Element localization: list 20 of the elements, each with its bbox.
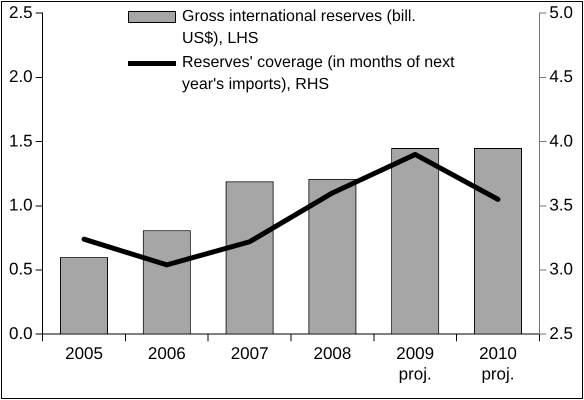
x-tick-label: 2006 — [148, 344, 186, 364]
y2-tick-label: 4.5 — [549, 67, 574, 86]
y2-tick-label: 2.5 — [549, 324, 574, 343]
y2-tick-label: 5.0 — [549, 2, 574, 22]
x-tick-label: 2010 proj. — [479, 344, 517, 384]
y-tick-label: 2.0 — [8, 67, 33, 86]
legend-label: Gross international reserves (bill. US$), LHS — [182, 7, 417, 49]
y-tick-label: 0.0 — [8, 324, 33, 343]
y-tick-label: 1.0 — [8, 195, 33, 214]
y2-tick-label: 3.5 — [549, 195, 574, 214]
y2-tick-label: 4.0 — [549, 131, 574, 150]
x-tick-label: 2009 proj. — [396, 344, 434, 384]
y-tick-label: 2.5 — [8, 2, 33, 22]
x-tick-label: 2005 — [65, 344, 103, 364]
legend-label: Reserves' coverage (in months of next year's imports), RHS — [182, 53, 456, 95]
y-tick-label: 0.5 — [8, 260, 33, 279]
x-tick-label: 2007 — [230, 344, 269, 364]
x-tick-label: 2008 — [313, 344, 352, 364]
y2-tick-label: 3.0 — [549, 260, 574, 279]
y-tick-label: 1.5 — [8, 131, 33, 150]
